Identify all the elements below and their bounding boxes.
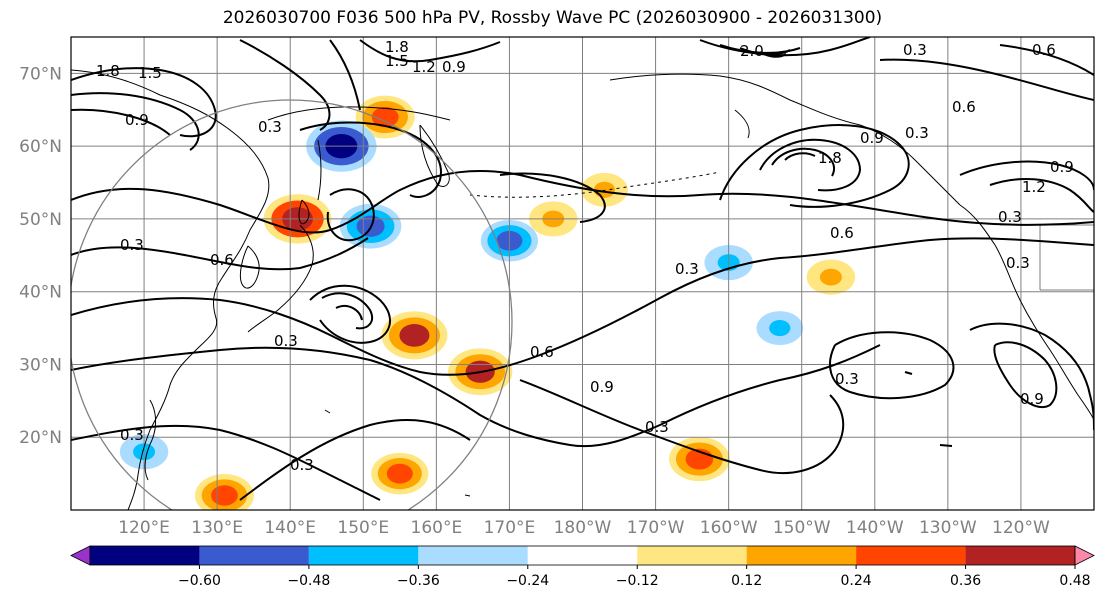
colorbar-box [90, 546, 200, 565]
contour-label: 0.3 [290, 456, 314, 474]
colorbar-box [637, 546, 747, 565]
contour-label: 0.3 [998, 208, 1022, 226]
colorbar-box [199, 546, 309, 565]
contour-label: 0.9 [590, 378, 614, 396]
lon-label: 160°W [700, 518, 758, 538]
colorbar-box [418, 546, 528, 565]
contour-label: 0.3 [274, 332, 298, 350]
contour-label: 1.5 [385, 52, 409, 70]
colorbar-box [746, 546, 857, 565]
map-title: 2026030700 F036 500 hPa PV, Rossby Wave … [222, 8, 883, 28]
lon-label: 140°E [264, 518, 316, 538]
colorbar-tick-label: −0.36 [397, 573, 440, 589]
contour-label: 0.3 [120, 236, 144, 254]
pv-anomaly-core [399, 323, 430, 347]
lon-label: 170°W [627, 518, 685, 538]
lat-label: 60°N [19, 137, 62, 157]
contour-label: 0.9 [125, 111, 149, 129]
pv-anomaly-core [371, 106, 399, 128]
lon-label: 130°E [191, 518, 243, 538]
lon-label: 120°W [992, 518, 1050, 538]
contour-label: 1.8 [96, 62, 120, 80]
contour-label: 1.8 [385, 38, 409, 56]
lat-label: 30°N [19, 355, 62, 375]
contour-label: 0.9 [860, 129, 884, 147]
colorbar-tick-label: 0.48 [1059, 573, 1090, 589]
contour-label: 0.3 [903, 41, 927, 59]
pv-anomaly-core [386, 463, 413, 484]
lon-label: 120°E [118, 518, 170, 538]
contour-label: 0.3 [120, 426, 144, 444]
pv-anomaly-core [769, 320, 791, 337]
lon-label: 160°E [411, 518, 463, 538]
colorbar-extend-max [1074, 545, 1095, 566]
contour-label: 1.5 [138, 64, 162, 82]
contour-label: 0.6 [830, 224, 854, 242]
contour-label: 0.6 [952, 98, 976, 116]
pv-anomaly-layer [119, 95, 856, 510]
pv-contours [71, 37, 1094, 501]
lat-label: 50°N [19, 210, 62, 230]
pv-anomaly-core [819, 268, 842, 286]
contour-label: 0.6 [1032, 41, 1056, 59]
colorbar: −0.60 −0.48 −0.36 −0.24 −0.12 0.12 0.24 0.36 0.4… [70, 545, 1095, 589]
latitude-labels: 20°N 30°N 40°N 50°N 60°N 70°N [19, 64, 62, 448]
lon-label: 180°W [554, 518, 612, 538]
colorbar-tick-label: −0.48 [287, 573, 330, 589]
contour-label: 0.3 [1006, 254, 1030, 272]
contour-label: 0.3 [835, 370, 859, 388]
contour-label: 0.6 [210, 251, 234, 269]
colorbar-box [965, 546, 1075, 565]
lat-label: 40°N [19, 283, 62, 303]
contour-label: 0.9 [442, 58, 466, 76]
contour-label: 0.9 [1020, 390, 1044, 408]
contour-label: 0.9 [1050, 158, 1074, 176]
pv-anomaly-core [211, 485, 238, 506]
map-frame [70, 36, 1095, 511]
longitude-labels: 120°E 130°E 140°E 150°E 160°E 170°E 180°W 170°W… [118, 518, 1050, 538]
lat-label: 20°N [19, 428, 62, 448]
contour-label: 0.6 [530, 343, 554, 361]
contour-label: 0.3 [645, 418, 669, 436]
colorbar-box [527, 546, 638, 565]
lat-label: 70°N [19, 64, 62, 84]
colorbar-tick-label: 0.12 [731, 573, 762, 589]
colorbar-tick-label: 0.24 [841, 573, 872, 589]
contour-labels: 1.8 1.5 1.2 0.9 1.8 1.5 0.9 0.3 0.3 0.6 … [96, 38, 1074, 474]
colorbar-frame [89, 545, 1076, 566]
graticule [71, 37, 1094, 510]
lon-label: 140°W [846, 518, 904, 538]
lon-label: 150°W [773, 518, 831, 538]
contour-label: 1.8 [818, 149, 842, 167]
contour-label: 1.2 [1022, 178, 1046, 196]
lon-label: 130°W [919, 518, 977, 538]
colorbar-extend-min [70, 545, 91, 566]
lon-label: 170°E [484, 518, 536, 538]
contour-label: 1.2 [412, 58, 436, 76]
contour-label: 0.3 [258, 118, 282, 136]
reference-circle [71, 99, 513, 510]
colorbar-box [856, 546, 966, 565]
colorbar-tick-label: −0.24 [506, 573, 549, 589]
contour-label: 2.0 [740, 42, 764, 60]
map-panel: 1.8 1.5 1.2 0.9 1.8 1.5 0.9 0.3 0.3 0.6 … [71, 37, 1094, 510]
colorbar-tick-label: −0.12 [616, 573, 659, 589]
lon-label: 150°E [337, 518, 389, 538]
contour-label: 0.3 [905, 124, 929, 142]
colorbar-box [308, 546, 419, 565]
contour-label: 0.3 [675, 260, 699, 278]
colorbar-tick-label: −0.60 [178, 573, 221, 589]
colorbar-tick-label: 0.36 [950, 573, 981, 589]
